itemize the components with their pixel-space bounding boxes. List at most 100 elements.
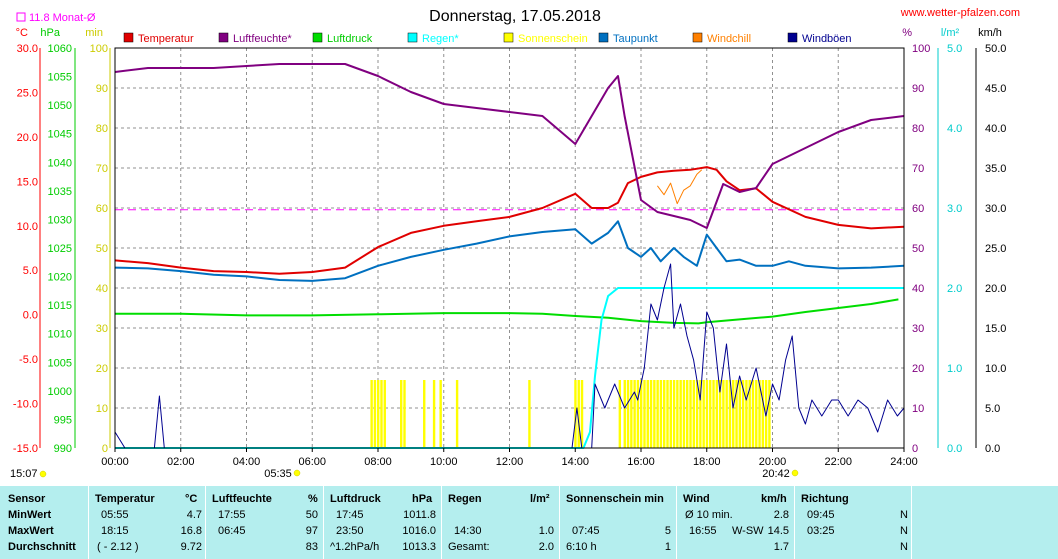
stats-wind-max-value: 14.5 <box>767 525 789 537</box>
stats-wind-avg10-value: 2.8 <box>773 509 789 521</box>
tick-label-hpa: 1035 <box>48 186 72 198</box>
stats-wind-avg-value: 1.7 <box>773 541 789 553</box>
tick-label-kmh: 45.0 <box>985 83 1006 95</box>
sunshine-bar <box>715 380 719 448</box>
legend: Temperatur Luftfeuchte* Luftdruck Regen* Son… <box>123 32 852 45</box>
tick-label-hpa: 1045 <box>48 129 72 141</box>
series-line-regen <box>115 287 904 449</box>
tick-label-celsius: 30.0 <box>17 43 38 55</box>
sunshine-bar <box>702 380 705 448</box>
legend-label: Luftfeuchte* <box>233 33 292 45</box>
sunshine-bar <box>768 380 771 448</box>
legend-swatch <box>407 32 418 43</box>
tick-label-hpa: 1030 <box>48 214 72 226</box>
stats-col-direction: Richtung 09:45 N 03:25 N N <box>794 486 912 559</box>
unit-celsius: °C <box>16 27 28 39</box>
stats-sunshine-header: Sonnenschein min <box>566 493 664 505</box>
stats-wind-avg10-label: Ø 10 min. <box>685 509 733 521</box>
legend-swatch <box>123 32 134 43</box>
tick-label-x: 24:00 <box>890 456 918 468</box>
tick-label-min: 10 <box>96 403 108 415</box>
stats-col-pressure: Luftdruck hPa 17:45 1011.8 23:50 1016.0 … <box>323 486 442 559</box>
sunshine-bar <box>672 380 676 448</box>
stats-humidity-max-value: 97 <box>305 525 318 537</box>
sunshine-bar <box>692 380 695 448</box>
legend-label: Temperatur <box>138 33 194 45</box>
tick-label-min: 70 <box>96 163 108 175</box>
stats-humidity-min-time: 17:55 <box>218 509 246 521</box>
sunshine-bar <box>728 380 732 448</box>
sunshine-bar <box>679 380 682 448</box>
weather-chart: 30.0 25.0 20.0 15.0 10.0 5.0 0.0 -5.0 -10.0 -15.0… <box>10 7 1020 480</box>
sunset-icon <box>791 469 799 477</box>
stats-wind-unit: km/h <box>761 493 787 505</box>
tick-label-hpa: 1040 <box>48 157 72 169</box>
tick-label-lm2: 0.0 <box>947 443 962 455</box>
tick-label-min: 100 <box>90 43 108 55</box>
sunshine-bar <box>640 380 643 448</box>
sunshine-bar <box>618 380 622 448</box>
stats-pressure-header: Luftdruck <box>330 493 381 505</box>
sunshine-bar <box>676 380 679 448</box>
sunshine-bar <box>574 380 577 448</box>
stats-rain-total-value: 2.0 <box>538 541 554 553</box>
sunshine-bar <box>689 380 692 448</box>
tick-label-min: 40 <box>96 283 108 295</box>
sunshine-bar <box>423 380 426 448</box>
sunshine-bar <box>741 380 745 448</box>
sunshine-bar <box>646 380 649 448</box>
legend-swatch <box>598 32 609 43</box>
sunshine-bar <box>748 380 751 448</box>
series-lines <box>114 63 905 449</box>
sunshine-bar <box>659 380 663 448</box>
tick-label-kmh: 50.0 <box>985 43 1006 55</box>
stats-temp-max-time: 18:15 <box>101 525 129 537</box>
tick-label-x: 02:00 <box>167 456 195 468</box>
month-average-marker-icon <box>16 12 26 22</box>
site-link[interactable]: www.wetter-pfalzen.com <box>900 7 1020 19</box>
sunshine-bar <box>718 380 722 448</box>
sunshine-bar <box>432 380 436 448</box>
sunshine-bars <box>370 380 771 448</box>
sunshine-bar <box>735 380 738 448</box>
tick-label-kmh: 25.0 <box>985 243 1006 255</box>
sunset-time: 20:42 <box>762 468 790 480</box>
stats-col-temperature: Temperatur °C 05:55 4.7 18:15 16.8 ( - 2… <box>88 486 206 559</box>
tick-label-celsius: -15.0 <box>13 443 38 455</box>
tick-label-percent: 40 <box>912 283 924 295</box>
stats-direction-max-time: 03:25 <box>807 525 835 537</box>
sunshine-bar <box>370 380 373 448</box>
sunrise-time: 05:35 <box>264 468 292 480</box>
sunshine-bar <box>758 380 761 448</box>
tick-label-celsius: 0.0 <box>23 310 38 322</box>
series-line-luftfeuchte <box>114 63 905 229</box>
tick-label-hpa: 1005 <box>48 357 72 369</box>
tick-label-lm2: 2.0 <box>947 283 962 295</box>
sun-icon-left <box>39 470 47 478</box>
stats-direction-header: Richtung <box>801 493 849 505</box>
tick-label-lm2: 5.0 <box>947 43 962 55</box>
sunshine-bar <box>682 380 686 448</box>
tick-label-hpa: 1010 <box>48 329 72 341</box>
legend-label: Sonnenschein <box>518 33 588 45</box>
tick-label-hpa: 1000 <box>48 386 72 398</box>
stats-pressure-unit: hPa <box>412 493 433 505</box>
tick-label-x: 20:00 <box>759 456 787 468</box>
stats-humidity-header: Luftfeuchte <box>212 493 272 505</box>
stats-temp-header: Temperatur <box>95 493 155 505</box>
legend-label: Taupunkt <box>613 33 658 45</box>
sunshine-bar <box>656 380 659 448</box>
legend-swatch <box>503 32 514 43</box>
stats-humidity-avg-value: 83 <box>305 541 318 553</box>
sunshine-bar <box>712 380 715 448</box>
tick-label-percent: 90 <box>912 83 924 95</box>
stats-direction-max-value: N <box>900 525 908 537</box>
sunshine-bar <box>699 380 702 448</box>
sunshine-bar <box>380 380 383 448</box>
tick-label-celsius: -5.0 <box>19 354 38 366</box>
tick-label-x: 10:00 <box>430 456 458 468</box>
sunshine-bar <box>725 380 728 448</box>
tick-label-kmh: 35.0 <box>985 163 1006 175</box>
stats-wind-max-direction: W-SW <box>732 525 764 537</box>
stats-rain-max-time: 14:30 <box>454 525 482 537</box>
